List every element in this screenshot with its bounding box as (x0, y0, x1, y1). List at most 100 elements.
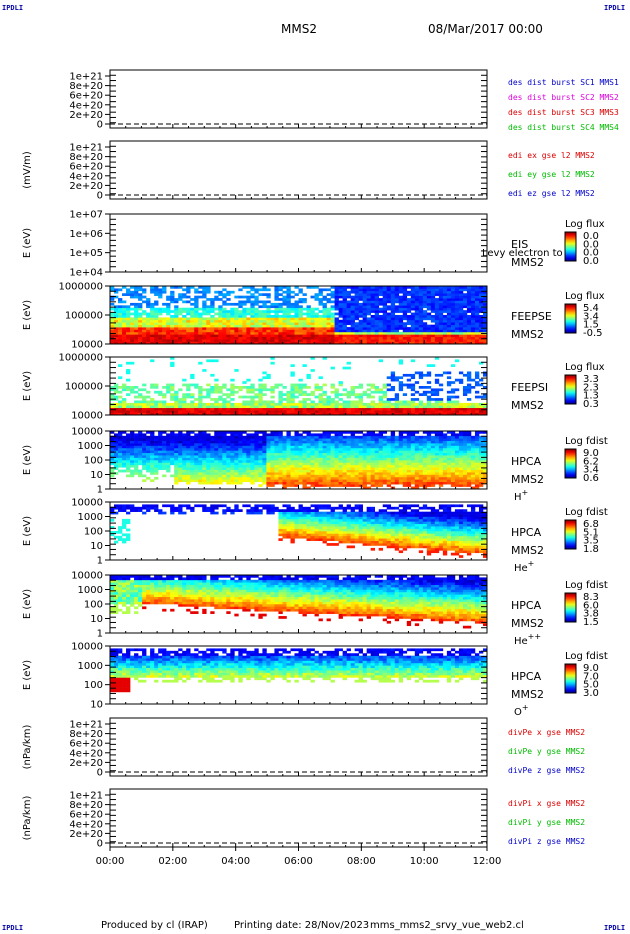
spectrogram-cell (334, 317, 339, 321)
spectrogram-cell (342, 467, 347, 470)
spectrogram-cell (226, 469, 231, 473)
spectrogram-cell (462, 324, 468, 328)
spectrogram-cell (430, 407, 436, 411)
spectrogram-cell (206, 331, 211, 335)
spectrogram-cell (206, 476, 211, 480)
spectrogram-cell (110, 307, 115, 311)
y-tick-label: 1000000 (58, 282, 103, 293)
spectrogram-cell (114, 383, 119, 387)
spectrogram-cell (322, 357, 327, 360)
spectrogram-cell (474, 334, 480, 338)
spectrogram-cell (162, 302, 167, 306)
spectrogram-cell (394, 376, 400, 380)
spectrogram-cell (302, 336, 307, 340)
spectrogram-cell (258, 460, 263, 463)
spectrogram-cell (294, 438, 299, 441)
spectrogram-cell (222, 460, 227, 463)
spectrogram-cell (406, 467, 412, 470)
spectrogram-cell (274, 455, 279, 458)
spectrogram-cell (270, 410, 275, 413)
spectrogram-cell (394, 339, 400, 342)
spectrogram-cell (406, 438, 412, 441)
spectrogram-cell (458, 339, 464, 342)
spectrogram-cell (194, 331, 199, 335)
spectrogram-cell (218, 435, 223, 439)
spectrogram-cell (154, 336, 159, 340)
spectrogram-cell (150, 290, 155, 294)
spectrogram-cell (310, 307, 315, 311)
spectrogram-cell (430, 464, 436, 468)
spectrogram-cell (354, 450, 359, 454)
spectrogram-cell (322, 464, 327, 468)
panel-frame-1 (109, 140, 488, 200)
spectrogram-cell (286, 457, 291, 461)
spectrogram-cell (146, 315, 151, 318)
spectrogram-cell (234, 322, 239, 325)
spectrogram-cell (178, 455, 183, 458)
spectrogram-cell (282, 312, 287, 316)
spectrogram-cell (450, 324, 456, 328)
spectrogram-cell (262, 383, 267, 387)
spectrogram-cell (182, 327, 187, 330)
spectrogram-cell (350, 324, 355, 328)
spectrogram-cell (402, 302, 408, 306)
spectrogram-cell (402, 438, 408, 441)
spectrogram-cell (394, 452, 400, 456)
spectrogram-cell (302, 440, 307, 444)
spectrogram-cell (462, 452, 468, 456)
spectrogram-cell (150, 383, 155, 387)
spectrogram-cell (134, 339, 139, 342)
spectrogram-cell (134, 410, 139, 413)
spectrogram-cell (374, 472, 380, 475)
spectrogram-cell (446, 398, 452, 401)
spectrogram-cell (178, 310, 183, 313)
spectrogram-cell (234, 452, 239, 456)
spectrogram-cell (342, 319, 347, 323)
spectrogram-cell (458, 472, 464, 475)
spectrogram-cell (422, 312, 428, 316)
spectrogram-cell (450, 410, 456, 413)
spectrogram-cell (246, 443, 251, 446)
spectrogram-cell (290, 341, 295, 345)
spectrogram-cell (394, 464, 400, 468)
spectrogram-cell (198, 457, 203, 461)
spectrogram-cell (378, 452, 384, 456)
spectrogram-cell (186, 383, 191, 387)
spectrogram-cell (346, 327, 351, 330)
spectrogram-cell (454, 395, 460, 399)
spectrogram-cell (130, 455, 135, 458)
spectrogram-cell (162, 339, 167, 342)
spectrogram-cell (274, 472, 279, 475)
spectrogram-cell (214, 476, 219, 480)
spectrogram-cell (142, 331, 147, 335)
spectrogram-cell (458, 481, 464, 485)
spectrogram-cell (362, 467, 367, 470)
spectrogram-cell (294, 484, 299, 487)
spectrogram-cell (382, 390, 388, 394)
spectrogram-cell (206, 395, 211, 399)
spectrogram-cell (174, 452, 179, 456)
spectrogram-cell (382, 469, 388, 473)
spectrogram-cell (174, 438, 179, 441)
spectrogram-cell (458, 317, 464, 321)
spectrogram-cell (334, 341, 339, 345)
spectrogram-cell (442, 462, 448, 466)
spectrogram-cell (146, 334, 151, 338)
spectrogram-cell (458, 476, 464, 480)
spectrogram-cell (338, 479, 343, 483)
spectrogram-cell (398, 445, 404, 449)
spectrogram-cell (342, 298, 347, 301)
spectrogram-cell (314, 464, 319, 468)
spectrogram-cell (358, 476, 363, 480)
spectrogram-cell (414, 319, 420, 323)
spectrogram-cell (302, 486, 307, 490)
spectrogram-cell (114, 452, 119, 456)
spectrogram-cell (414, 336, 420, 340)
spectrogram-cell (294, 307, 299, 311)
spectrogram-cell (274, 479, 279, 483)
spectrogram-cell (370, 327, 375, 330)
spectrogram-cell (122, 334, 127, 338)
spectrogram-cell (446, 457, 452, 461)
spectrogram-cell (174, 329, 179, 333)
spectrogram-cell (258, 440, 263, 444)
